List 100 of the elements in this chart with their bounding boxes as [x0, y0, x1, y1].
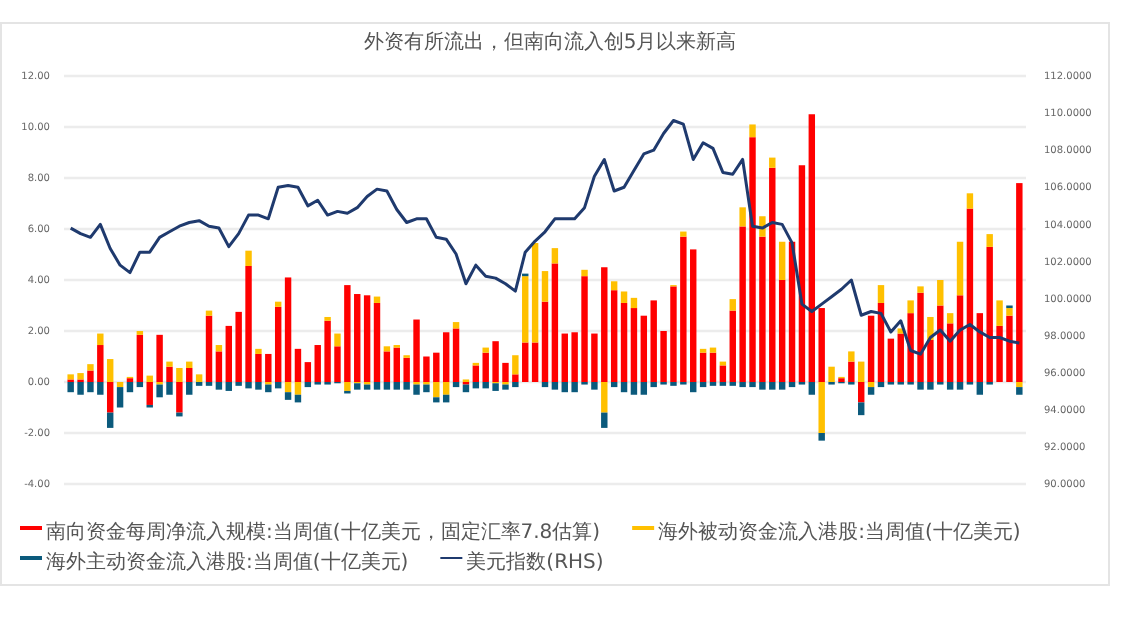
bar: [363, 384, 371, 390]
bar: [867, 382, 875, 388]
legend-label: 海外被动资金流入港股:当周值(十亿美元): [658, 520, 1021, 545]
legend-label: 南向资金每周净流入规模:当周值(十亿美元，固定汇率7.8估算): [46, 520, 601, 545]
bar: [136, 334, 144, 382]
bar: [966, 208, 974, 382]
bar: [749, 124, 756, 138]
bar: [739, 207, 746, 227]
bar: [551, 263, 559, 382]
bar: [136, 382, 144, 388]
bar: [294, 382, 302, 395]
bar: [195, 374, 203, 382]
line-series: [69, 119, 1021, 356]
bar: [858, 402, 865, 416]
bar: [610, 382, 618, 388]
bar: [363, 295, 371, 382]
bar: [966, 193, 974, 209]
bar: [630, 308, 638, 382]
bar: [709, 352, 717, 382]
bar: [601, 382, 608, 413]
bar: [116, 387, 124, 408]
bar: [166, 361, 173, 367]
bar: [848, 351, 855, 362]
bar: [867, 387, 875, 395]
bar: [284, 392, 292, 400]
bar: [620, 302, 628, 382]
bar: [482, 347, 489, 353]
bar: [176, 382, 183, 413]
bar: [116, 382, 124, 388]
bar: [788, 382, 796, 388]
bar: [1016, 382, 1023, 388]
bar: [215, 351, 223, 382]
bar: [126, 382, 134, 393]
bar: [778, 382, 786, 390]
bar: [551, 382, 559, 390]
bar: [304, 382, 312, 388]
chart-title: 外资有所流出，但南向流入创5月以来新高: [363, 30, 737, 54]
bar: [887, 338, 895, 382]
bar: [601, 412, 608, 428]
bar: [808, 382, 816, 395]
bar: [986, 234, 993, 247]
bar: [245, 250, 252, 266]
bar: [937, 280, 944, 306]
bar: [699, 352, 707, 382]
bar: [186, 382, 193, 395]
bar: [274, 301, 282, 307]
bar: [877, 285, 885, 303]
bar: [106, 359, 114, 382]
bar: [531, 243, 539, 343]
bar: [452, 382, 460, 388]
bar: [778, 280, 786, 382]
bar: [255, 348, 262, 354]
bar: [630, 297, 638, 309]
bar: [522, 276, 529, 343]
bar: [867, 315, 875, 382]
bar: [699, 382, 707, 388]
legend-label: 美元指数(RHS): [466, 550, 604, 575]
bar: [541, 301, 549, 382]
bar: [106, 382, 114, 413]
bar: [87, 364, 94, 371]
bar: [778, 241, 786, 280]
bar: [304, 362, 312, 382]
bar: [334, 333, 341, 347]
bar: [956, 295, 964, 382]
bar: [680, 231, 687, 237]
bar: [294, 348, 302, 382]
bar: [709, 347, 717, 353]
bar: [610, 281, 618, 291]
bar: [512, 355, 519, 375]
bar: [858, 382, 865, 403]
bar: [769, 157, 776, 168]
bar: [907, 300, 914, 314]
bar: [383, 346, 391, 352]
bar: [284, 277, 292, 382]
bar: [176, 367, 183, 382]
bar: [581, 269, 588, 277]
bar: [956, 241, 964, 296]
bar: [373, 302, 381, 382]
bar: [354, 383, 361, 390]
bar: [541, 271, 549, 302]
bar: [719, 365, 727, 382]
bar: [541, 382, 549, 388]
bar: [729, 299, 736, 311]
legend-label: 海外主动资金流入港股:当周值(十亿美元): [46, 550, 409, 575]
bar: [1016, 387, 1023, 395]
bar: [106, 412, 114, 428]
bar: [858, 361, 865, 382]
bar: [946, 313, 954, 324]
bar: [97, 333, 104, 346]
bar: [205, 315, 213, 382]
bar: [284, 382, 292, 393]
bar: [531, 342, 539, 382]
bar: [818, 382, 825, 433]
bar: [917, 286, 924, 293]
bar: [146, 382, 153, 405]
bar: [205, 310, 213, 316]
bar: [620, 291, 628, 303]
bar: [383, 351, 391, 382]
bar: [452, 328, 460, 382]
bar: [373, 382, 381, 390]
